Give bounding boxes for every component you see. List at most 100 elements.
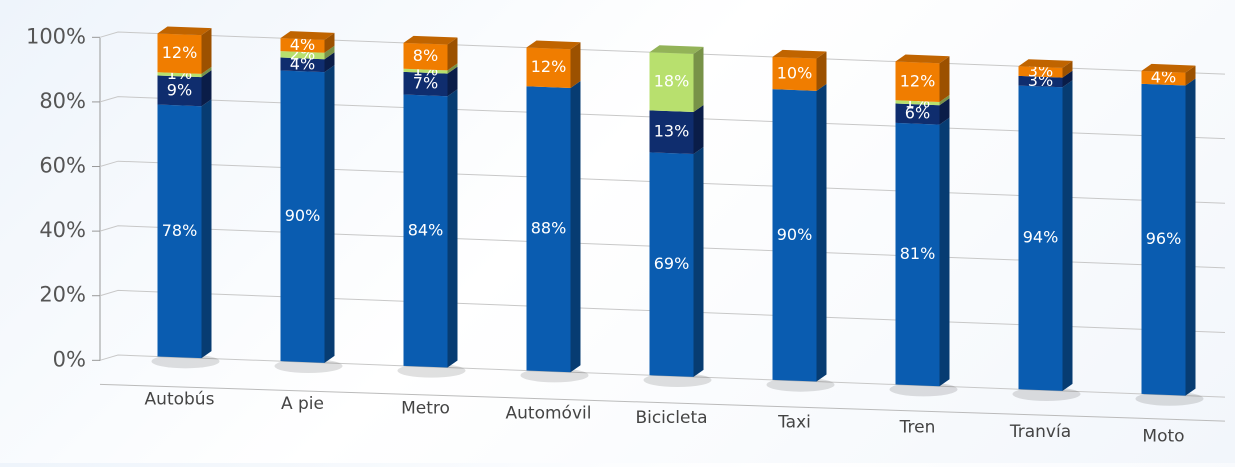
bar-segment	[280, 38, 325, 53]
bar-shadow	[766, 377, 835, 392]
bar-segment	[649, 152, 694, 377]
bar-segment	[895, 122, 940, 387]
bar-shadow	[889, 382, 958, 397]
grid-line	[99, 289, 1226, 333]
bar-side	[324, 52, 335, 73]
bar-segment	[403, 71, 448, 97]
data-label: 12%	[900, 71, 936, 90]
data-label: 9%	[167, 80, 192, 99]
data-label: 81%	[900, 244, 936, 263]
bar-side	[939, 56, 950, 102]
y-tick-label: 80%	[39, 89, 86, 113]
bar-segment	[526, 86, 571, 373]
bar-side	[816, 51, 827, 91]
bar-side	[447, 66, 458, 97]
bar-side	[693, 105, 704, 154]
grid-line	[99, 160, 1226, 204]
y-tick-label: 0%	[53, 347, 86, 371]
bar-side	[693, 146, 704, 377]
x-tick-label: Tren	[899, 417, 936, 437]
x-tick-label: Metro	[401, 399, 450, 419]
bar-top	[1018, 59, 1073, 68]
bar-side	[324, 45, 335, 60]
bar-side	[201, 66, 212, 78]
data-label: 94%	[1023, 228, 1059, 247]
bar-side	[1062, 70, 1073, 88]
data-label: 69%	[654, 254, 690, 273]
bar-segment	[895, 103, 940, 125]
bar-top	[649, 45, 704, 54]
data-label: 4%	[290, 35, 315, 54]
bar-segment	[526, 47, 571, 88]
bar-side	[324, 65, 335, 363]
x-tick-label: Taxi	[777, 413, 811, 433]
bar-shadow	[1135, 391, 1204, 406]
bar-segment	[895, 100, 940, 106]
grid-line	[99, 354, 1226, 398]
data-label: 8%	[413, 46, 438, 65]
grid-line	[99, 31, 1226, 75]
bar-segment	[403, 94, 448, 368]
bar-side	[939, 94, 950, 106]
data-label: 18%	[654, 72, 690, 91]
bar-segment	[649, 110, 694, 154]
bar-top	[403, 35, 458, 45]
grid-line	[99, 225, 1226, 269]
data-label: 10%	[777, 63, 813, 82]
bar-segment	[772, 56, 817, 91]
bar-segment	[280, 51, 325, 60]
bar-side	[693, 46, 704, 113]
floor-edge	[99, 383, 1226, 422]
bar-shadow	[1012, 387, 1081, 402]
data-label: 12%	[531, 57, 567, 76]
bar-side	[939, 117, 950, 387]
bar-top	[280, 31, 335, 40]
bar-side	[816, 83, 827, 382]
bar-side	[201, 99, 212, 359]
data-label: 7%	[413, 74, 438, 93]
data-label: 6%	[905, 104, 930, 123]
data-label: 78%	[162, 221, 198, 240]
bar-segment	[157, 33, 202, 74]
x-tick-label: Autobús	[145, 389, 215, 409]
bar-segment	[1018, 75, 1063, 88]
x-tick-label: Tranvía	[1009, 422, 1071, 442]
bar-side	[1185, 65, 1196, 86]
bar-segment	[280, 57, 325, 73]
bar-segment	[157, 72, 202, 78]
bar-side	[939, 98, 950, 125]
bar-shadow	[397, 363, 466, 378]
bar-side	[1185, 78, 1196, 396]
data-label: 4%	[1151, 68, 1176, 87]
data-label: 90%	[285, 206, 321, 225]
bar-segment	[895, 61, 940, 102]
bar-segment	[403, 68, 448, 74]
bar-side	[201, 70, 212, 107]
bar-top	[526, 40, 581, 50]
bar-segment	[1018, 66, 1063, 78]
bar-shadow	[151, 354, 220, 369]
bar-shadow	[520, 368, 589, 383]
x-tick-label: Moto	[1142, 427, 1184, 447]
bar-segment	[1141, 83, 1186, 396]
y-tick-label: 100%	[26, 24, 86, 48]
bar-segment	[1141, 70, 1186, 86]
data-label: 12%	[162, 43, 198, 62]
bar-top	[1141, 63, 1196, 73]
bar-top	[772, 49, 827, 59]
bar-segment	[649, 52, 694, 113]
grid-line	[99, 96, 1226, 140]
bar-segment	[157, 104, 202, 359]
bar-top	[157, 26, 212, 36]
bar-segment	[280, 70, 325, 363]
bar-segment	[157, 75, 202, 107]
y-tick-label: 40%	[39, 218, 86, 242]
data-label: 90%	[777, 225, 813, 244]
bar-side	[447, 37, 458, 71]
bar-shadow	[274, 359, 343, 374]
bar-shadow	[643, 373, 712, 388]
bar-side	[201, 28, 212, 74]
bar-side	[1062, 60, 1073, 78]
